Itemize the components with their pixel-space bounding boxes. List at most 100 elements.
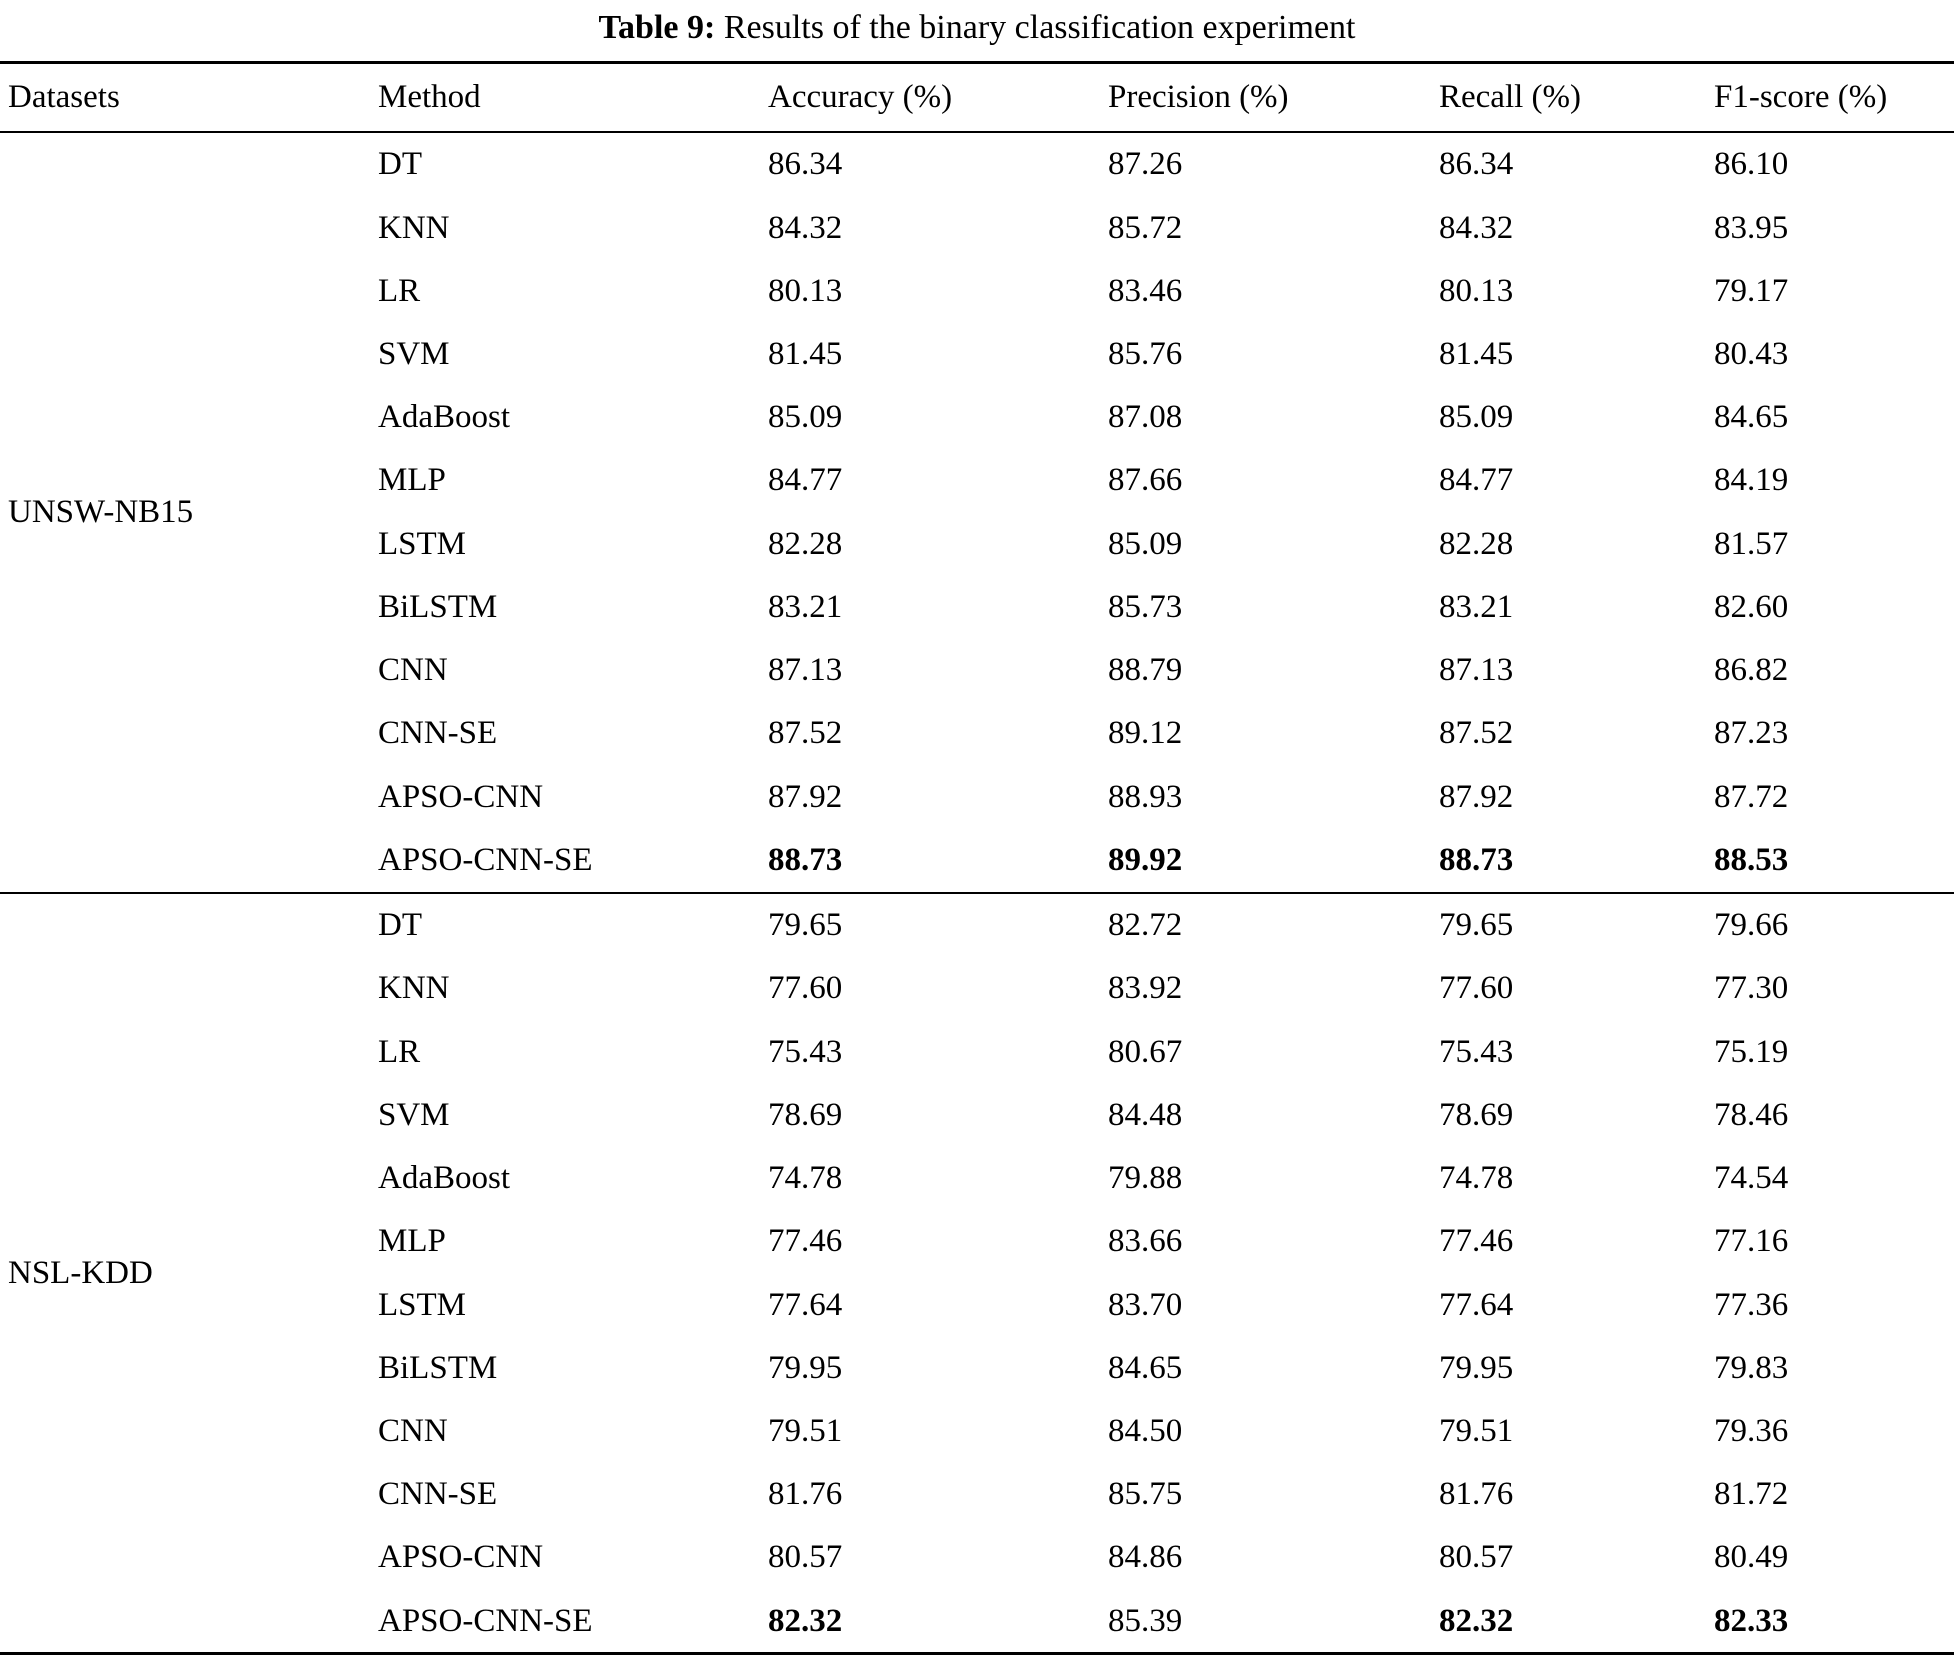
accuracy-cell: 78.69 (768, 1096, 843, 1133)
f1-cell: 79.17 (1714, 272, 1789, 309)
f1-cell: 82.60 (1714, 588, 1789, 625)
recall-cell: 87.92 (1439, 778, 1514, 815)
precision-cell: 84.50 (1108, 1412, 1183, 1449)
column-header-recall: Recall (%) (1439, 78, 1582, 115)
f1-cell: 80.43 (1714, 336, 1789, 372)
recall-cell: 85.09 (1439, 399, 1514, 436)
f1-cell: 84.19 (1714, 462, 1789, 499)
column-header-method: Method (378, 78, 481, 115)
recall-cell: 84.32 (1439, 209, 1514, 246)
f1-cell: 75.19 (1714, 1033, 1789, 1070)
precision-cell: 82.72 (1108, 907, 1183, 944)
f1-cell: 77.30 (1714, 970, 1789, 1007)
recall-cell: 82.32 (1439, 1602, 1514, 1639)
method-cell: LSTM (378, 1286, 467, 1323)
method-cell: CNN (378, 1412, 448, 1449)
table-row: LSTM 82.28 85.09 82.28 81.57 (0, 512, 1954, 575)
recall-cell: 79.51 (1439, 1412, 1514, 1449)
recall-cell: 77.60 (1439, 970, 1514, 1007)
method-cell: APSO-CNN (378, 778, 544, 815)
table-caption-label: Table 9: (598, 9, 716, 46)
f1-cell: 74.54 (1714, 1160, 1789, 1197)
recall-cell: 84.77 (1439, 462, 1514, 499)
column-header-datasets: Datasets (8, 78, 120, 115)
precision-cell: 84.65 (1108, 1349, 1183, 1386)
f1-cell: 87.72 (1714, 778, 1789, 815)
method-cell: MLP (378, 462, 446, 499)
dataset-label: NSL-KDD (8, 1254, 153, 1291)
method-cell: BiLSTM (378, 588, 498, 625)
accuracy-cell: 88.73 (768, 841, 843, 878)
f1-cell: 82.33 (1714, 1602, 1789, 1639)
table-row: UNSW-NB15 DT 86.34 87.26 86.34 86.10 (0, 132, 1954, 530)
f1-cell: 80.49 (1714, 1539, 1789, 1576)
recall-cell: 78.69 (1439, 1096, 1514, 1133)
precision-cell: 87.66 (1108, 462, 1183, 499)
f1-cell: 79.83 (1714, 1349, 1789, 1386)
recall-cell: 75.43 (1439, 1033, 1514, 1070)
accuracy-cell: 80.13 (768, 272, 843, 309)
precision-cell: 89.12 (1108, 715, 1183, 752)
method-cell: LSTM (378, 525, 467, 562)
precision-cell: 85.39 (1108, 1602, 1183, 1639)
precision-cell: 87.26 (1108, 146, 1183, 183)
precision-cell: 85.76 (1108, 336, 1183, 372)
table-row: APSO-CNN-SE 82.32 85.39 82.32 82.33 (0, 1589, 1954, 1654)
f1-cell: 79.36 (1714, 1412, 1789, 1449)
accuracy-cell: 79.51 (768, 1412, 843, 1449)
f1-cell: 81.57 (1714, 525, 1789, 562)
precision-cell: 88.79 (1108, 652, 1183, 689)
table-row: SVM 78.69 84.48 78.69 78.46 (0, 1083, 1954, 1146)
recall-cell: 79.95 (1439, 1349, 1514, 1386)
table-section-nsl-kdd: NSL-KDD DT 79.65 82.72 79.65 79.66 KNN 77.60 83.… (0, 892, 1954, 1654)
recall-cell: 87.52 (1439, 715, 1514, 752)
accuracy-cell: 74.78 (768, 1160, 843, 1197)
method-cell: LR (378, 1033, 421, 1070)
accuracy-cell: 81.76 (768, 1476, 843, 1513)
table-row: LSTM 77.64 83.70 77.64 77.36 (0, 1273, 1954, 1336)
precision-cell: 85.73 (1108, 588, 1183, 625)
recall-cell: 80.13 (1439, 272, 1514, 309)
table-row: LR 75.43 80.67 75.43 75.19 (0, 1020, 1954, 1083)
f1-cell: 87.23 (1714, 715, 1789, 752)
precision-cell: 83.46 (1108, 272, 1183, 309)
precision-cell: 79.88 (1108, 1160, 1183, 1197)
method-cell: LR (378, 272, 421, 309)
f1-cell: 83.95 (1714, 209, 1789, 246)
accuracy-cell: 79.95 (768, 1349, 843, 1386)
accuracy-cell: 87.92 (768, 778, 843, 815)
accuracy-cell: 77.64 (768, 1286, 843, 1323)
precision-cell: 84.48 (1108, 1096, 1183, 1133)
table-row: SVM 81.45 85.76 81.45 80.43 (0, 323, 1954, 386)
recall-cell: 87.13 (1439, 652, 1514, 689)
method-cell: MLP (378, 1223, 446, 1260)
recall-cell: 80.57 (1439, 1539, 1514, 1576)
column-header-precision: Precision (%) (1108, 78, 1289, 115)
method-cell: DT (378, 907, 422, 944)
method-cell: SVM (378, 1096, 450, 1133)
f1-cell: 81.72 (1714, 1476, 1789, 1513)
table-row: KNN 84.32 85.72 84.32 83.95 (0, 196, 1954, 259)
method-cell: CNN (378, 652, 448, 689)
f1-cell: 79.66 (1714, 907, 1789, 944)
recall-cell: 83.21 (1439, 588, 1514, 625)
method-cell: DT (378, 146, 422, 183)
column-header-accuracy: Accuracy (%) (768, 78, 953, 115)
recall-cell: 81.76 (1439, 1476, 1514, 1513)
f1-cell: 77.36 (1714, 1286, 1789, 1323)
recall-cell: 81.45 (1439, 336, 1514, 372)
accuracy-cell: 80.57 (768, 1539, 843, 1576)
recall-cell: 88.73 (1439, 841, 1514, 878)
precision-cell: 83.70 (1108, 1286, 1183, 1323)
accuracy-cell: 86.34 (768, 146, 843, 183)
method-cell: CNN-SE (378, 1476, 498, 1513)
method-cell: BiLSTM (378, 1349, 498, 1386)
method-cell: AdaBoost (378, 399, 510, 436)
precision-cell: 80.67 (1108, 1033, 1183, 1070)
precision-cell: 89.92 (1108, 841, 1183, 878)
f1-cell: 86.82 (1714, 652, 1789, 689)
accuracy-cell: 87.13 (768, 652, 843, 689)
table-caption-text: Results of the binary classification exp… (715, 9, 1356, 46)
results-table: Datasets Method Accuracy (%) Precision (… (0, 60, 1954, 1656)
